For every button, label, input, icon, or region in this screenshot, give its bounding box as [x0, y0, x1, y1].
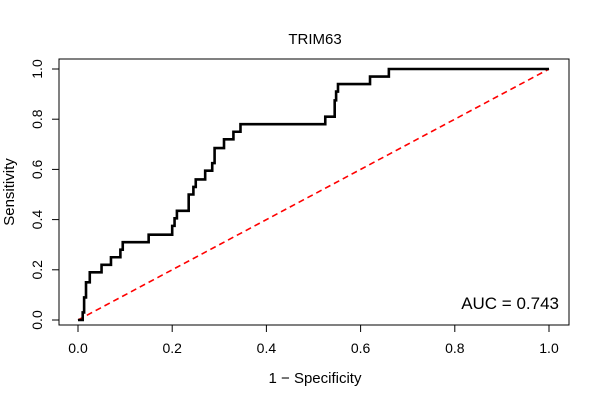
roc-curve-line — [78, 67, 549, 322]
y-tick-label: 0.8 — [29, 109, 45, 129]
x-tick-label: 0.2 — [162, 340, 182, 356]
y-axis: 0.0 0.2 0.4 0.6 0.8 1.0 — [29, 59, 59, 330]
y-tick-label: 0.6 — [29, 159, 45, 179]
x-tick-label: 1.0 — [539, 340, 559, 356]
y-tick-label: 0.4 — [29, 210, 45, 230]
reference-diagonal-line — [77, 68, 550, 321]
y-tick-label: 0.0 — [29, 310, 45, 330]
x-axis-label: 1 − Specificity — [269, 370, 362, 387]
series-layer — [77, 67, 550, 322]
x-tick-label: 0.6 — [351, 340, 371, 356]
y-tick-label: 1.0 — [29, 59, 45, 79]
x-tick-label: 0.4 — [257, 340, 277, 356]
x-tick-label: 0.0 — [68, 340, 88, 356]
chart-title: TRIM63 — [288, 31, 341, 48]
y-tick-label: 0.2 — [29, 260, 45, 280]
auc-annotation: AUC = 0.743 — [461, 294, 559, 313]
plot-frame — [58, 58, 570, 326]
x-axis: 0.0 0.2 0.4 0.6 0.8 1.0 — [68, 325, 559, 356]
y-axis-label: Sensitivity — [1, 158, 18, 226]
x-tick-label: 0.8 — [445, 340, 465, 356]
